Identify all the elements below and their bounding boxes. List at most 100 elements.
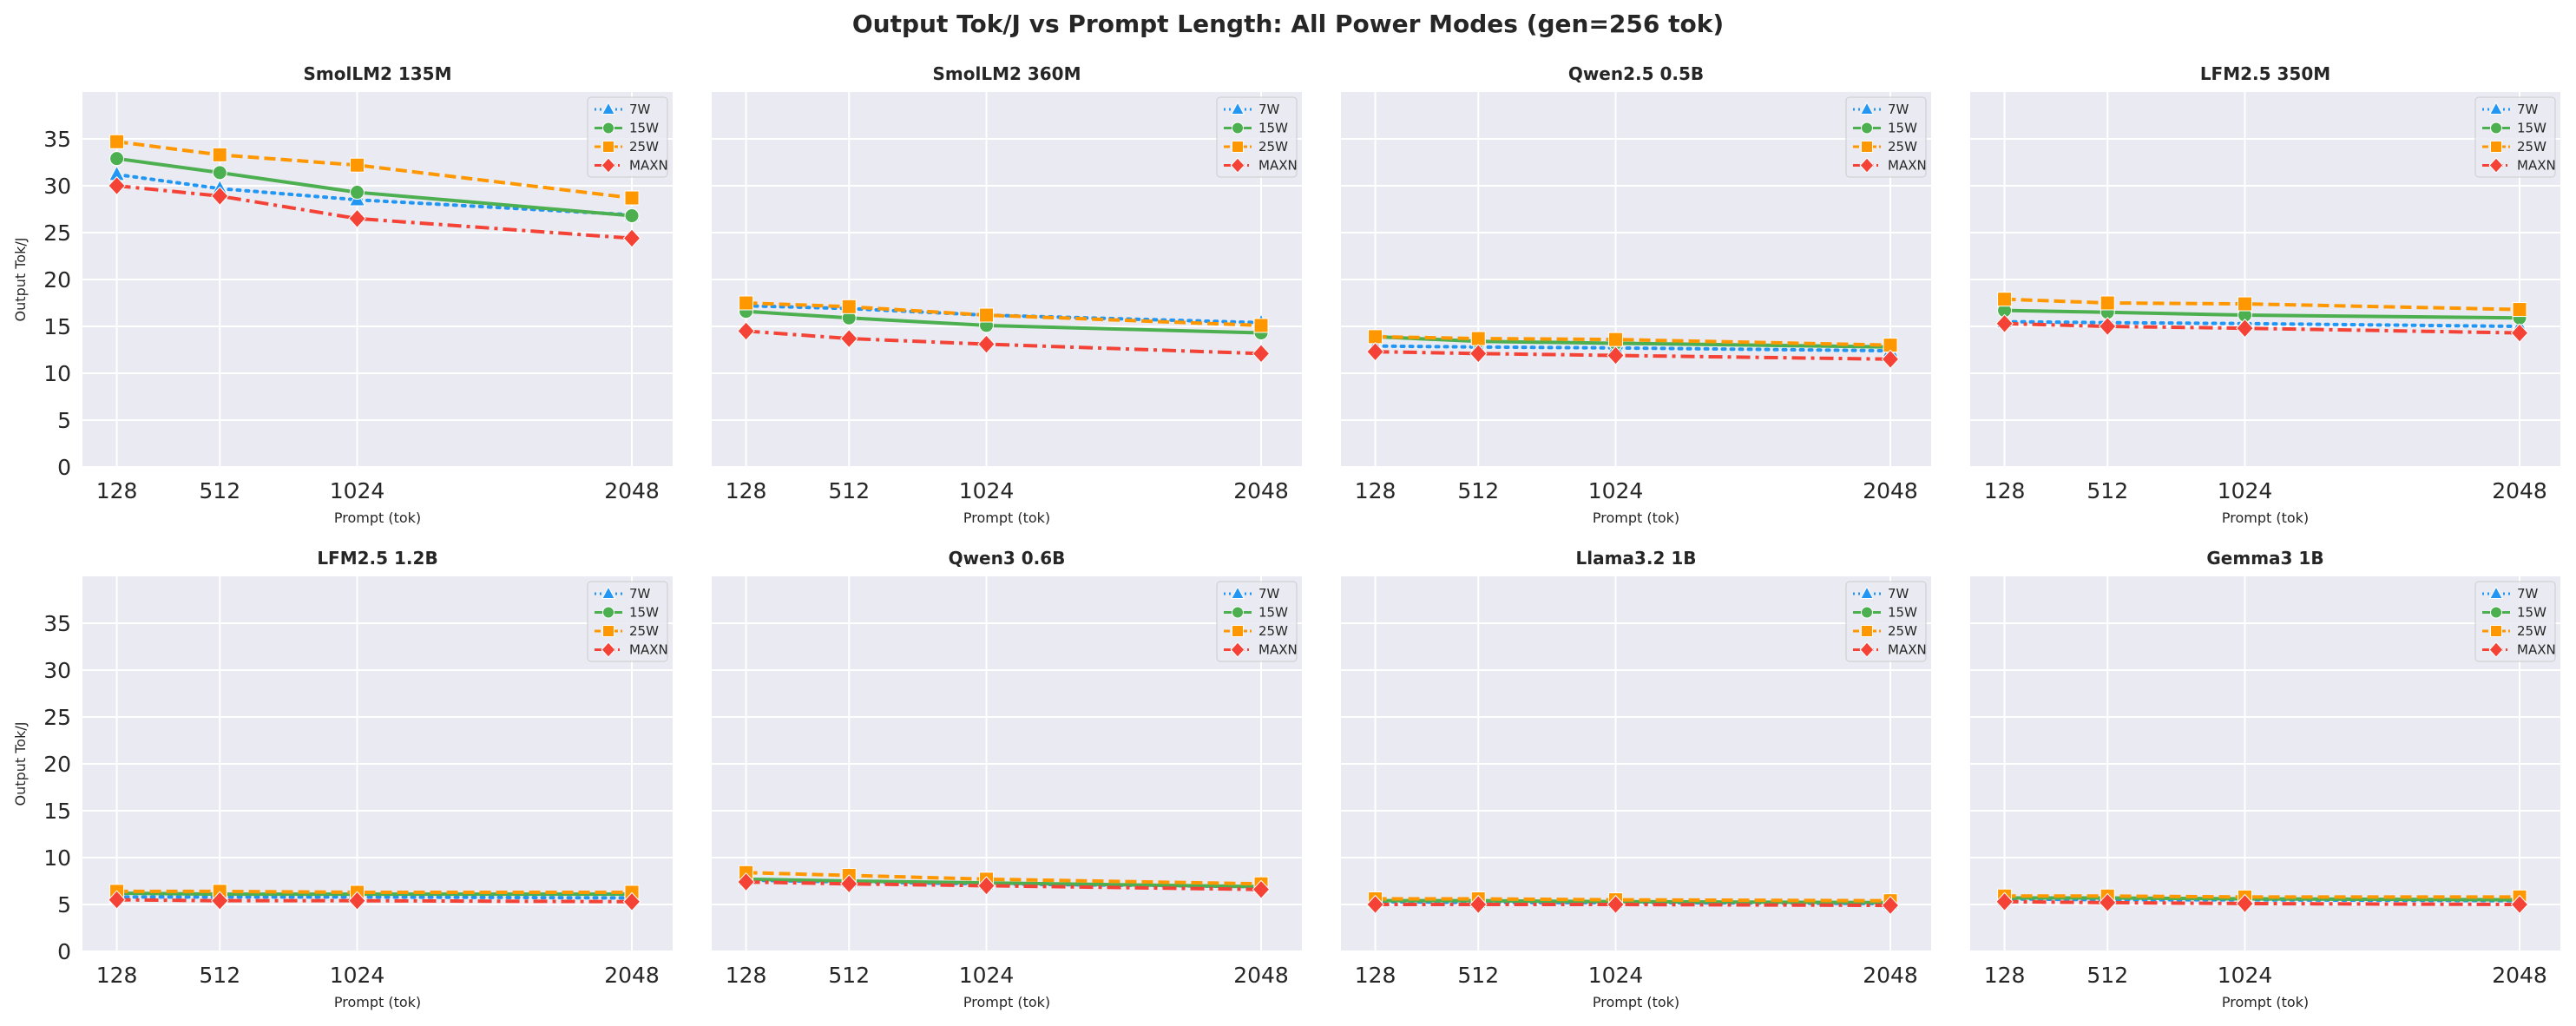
x-axis-label: Prompt (tok) (1593, 994, 1679, 1010)
data-point-maxn (1366, 894, 1384, 915)
legend-marker (602, 122, 614, 135)
series-line-25w (2004, 894, 2520, 899)
series-maxn (737, 871, 1271, 899)
gridlines (82, 92, 673, 468)
y-tick-label: 0 (57, 455, 71, 480)
legend-marker (1230, 641, 1245, 658)
figure-title: Output Tok/J vs Prompt Length: All Power… (852, 10, 1724, 38)
panel-title: Gemma3 1B (2206, 548, 2323, 569)
series-maxn (1995, 313, 2529, 343)
data-point-maxn (2510, 894, 2529, 915)
series-line-maxn (116, 184, 633, 240)
x-tick-label: 1024 (1588, 963, 1644, 988)
legend-marker (2489, 586, 2503, 600)
x-tick-label: 128 (96, 963, 138, 988)
x-tick-label: 128 (1355, 963, 1396, 988)
series-line-15w (746, 309, 1262, 335)
x-tick-label: 1024 (2218, 963, 2273, 988)
gridlines (712, 576, 1302, 952)
x-tick-label: 128 (1355, 478, 1396, 503)
x-tick-label: 1024 (959, 478, 1015, 503)
data-point-25w (979, 307, 995, 323)
series-line-maxn (1375, 350, 1891, 361)
data-point-maxn (737, 871, 755, 892)
series-line-7w (744, 304, 1264, 325)
y-tick-label: 20 (43, 752, 71, 777)
data-point-maxn (210, 186, 229, 207)
panel-smollm2-360m: SmolLM2 360M 128 512 1024 2048 Prompt (tok) 7W… (712, 63, 1302, 526)
data-point-maxn (108, 175, 126, 196)
y-tick-label: 15 (43, 799, 71, 824)
panel-title: LFM2.5 350M (2200, 63, 2330, 84)
legend-box (1216, 581, 1298, 662)
x-tick-label: 512 (828, 478, 870, 503)
series-line-7w (115, 173, 634, 217)
x-axis-label: Prompt (tok) (2222, 994, 2309, 1010)
legend-label: 15W (1888, 121, 1917, 136)
x-tick-label: 2048 (1863, 963, 1918, 988)
y-axis-label: Output Tok/J (12, 722, 29, 806)
legend-label: MAXN (1888, 158, 1927, 174)
legend-label: 7W (1888, 102, 1909, 117)
data-point-maxn (2510, 323, 2529, 343)
data-point-25w (109, 134, 125, 149)
series-25w (739, 295, 1269, 333)
data-point-maxn (1881, 349, 1900, 369)
legend-marker (601, 157, 616, 174)
gridlines (1970, 92, 2560, 468)
legend-label: 7W (629, 586, 651, 602)
series-line-25w (1375, 897, 1891, 903)
x-axis-label: Prompt (tok) (2222, 510, 2309, 526)
data-point-maxn (622, 228, 641, 248)
legend-box (1216, 96, 1298, 178)
series-line-15w (2004, 896, 2520, 902)
y-tick-label: 35 (43, 127, 71, 152)
legend: 7W 15W 25W MAXN (587, 96, 668, 178)
legend-label: MAXN (1258, 158, 1298, 174)
data-point-maxn (1469, 344, 1488, 364)
panel-title: Qwen3 0.6B (949, 548, 1066, 569)
series-maxn (1366, 342, 1900, 369)
panel-qwen3-0-6b: Qwen3 0.6B 128 512 1024 2048 Prompt (tok) 7W 15… (712, 548, 1302, 1010)
legend: 7W 15W 25W MAXN (1845, 581, 1927, 662)
legend: 7W 15W 25W MAXN (1216, 581, 1298, 662)
y-tick-label: 30 (43, 174, 71, 199)
series-15w (109, 151, 640, 224)
legend-marker (2490, 122, 2502, 135)
legend-marker (1861, 625, 1873, 637)
subplot-grid: SmolLM2 135M 128 512 1024 2048 0 5 10 15 20 25 30 35… (12, 63, 2560, 1010)
legend-marker (2488, 157, 2504, 174)
x-tick-label: 512 (1457, 963, 1499, 988)
x-tick-label: 2048 (1233, 963, 1289, 988)
legend-label: 15W (629, 605, 659, 621)
legend-box (1845, 96, 1927, 178)
series-25w (109, 134, 640, 206)
legend-box (1845, 581, 1927, 662)
data-point-maxn (2098, 316, 2117, 337)
legend-marker (601, 586, 615, 600)
data-point-maxn (737, 321, 755, 341)
data-point-maxn (1252, 344, 1271, 364)
legend-label: MAXN (629, 158, 668, 174)
data-point-maxn (839, 874, 858, 894)
x-tick-label: 2048 (604, 478, 660, 503)
series-line-maxn (116, 898, 633, 904)
data-point-25w (2100, 295, 2115, 311)
legend-label: 25W (2517, 139, 2546, 155)
legend-label: MAXN (629, 642, 668, 658)
series-line-15w (1375, 898, 1891, 904)
y-tick-label: 15 (43, 314, 71, 339)
data-point-maxn (1252, 879, 1271, 899)
legend-label: 25W (1258, 139, 1288, 155)
series-line-15w (746, 877, 1262, 889)
panel-lfm2-5-350m: LFM2.5 350M 128 512 1024 2048 Prompt (tok) 7W 1… (1970, 63, 2560, 526)
legend-label: 15W (1258, 121, 1288, 136)
data-point-15w (109, 151, 125, 167)
legend-marker (2490, 606, 2502, 619)
y-tick-label: 20 (43, 267, 71, 293)
y-tick-label: 5 (57, 892, 71, 917)
data-point-25w (212, 147, 227, 162)
data-point-25w (841, 299, 857, 314)
legend: 7W 15W 25W MAXN (1845, 96, 1927, 178)
legend-marker (1232, 606, 1244, 619)
